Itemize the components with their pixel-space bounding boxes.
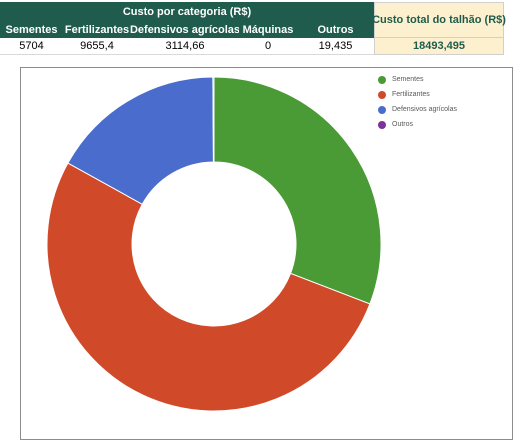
value-defensivos: 3114,66 — [131, 38, 239, 55]
column-header-maquinas: Máquinas — [239, 21, 297, 38]
cost-by-category-header: Custo por categoria (R$) — [0, 2, 374, 21]
chart-legend: Sementes Fertilizantes Defensivos agrícola… — [378, 72, 457, 132]
legend-label: Outros — [392, 121, 414, 128]
value-fertilizantes: 9655,4 — [63, 38, 131, 55]
legend-item-sementes: Sementes — [378, 72, 457, 87]
value-outros: 19,435 — [297, 38, 374, 55]
legend-swatch — [378, 90, 386, 99]
legend-swatch — [378, 120, 386, 129]
legend-swatch — [378, 75, 386, 84]
donut-chart-svg — [46, 76, 382, 412]
total-cost-value: 18493,495 — [374, 38, 504, 55]
slice-fertilizantes — [46, 162, 371, 412]
slice-sementes — [213, 76, 382, 305]
slice-outros — [212, 76, 215, 163]
legend-label: Fertilizantes — [392, 91, 430, 98]
legend-item-fertilizantes: Fertilizantes — [378, 87, 457, 102]
donut-chart: Sementes Fertilizantes Defensivos agrícola… — [20, 67, 513, 440]
legend-swatch — [378, 105, 386, 114]
legend-item-outros: Outros — [378, 117, 457, 132]
value-maquinas: 0 — [239, 38, 297, 55]
column-header-fertilizantes: Fertilizantes — [63, 21, 131, 38]
column-header-defensivos: Defensivos agrícolas — [130, 21, 240, 38]
legend-item-defensivos-agr-colas: Defensivos agrícolas — [378, 102, 457, 117]
legend-label: Defensivos agrícolas — [392, 106, 457, 113]
column-header-outros: Outros — [297, 21, 374, 38]
value-sementes: 5704 — [0, 38, 63, 55]
total-cost-header: Custo total do talhão (R$) — [372, 2, 506, 38]
legend-label: Sementes — [392, 76, 424, 83]
slice-defensivos-agr-colas — [67, 76, 214, 205]
column-header-sementes: Sementes — [0, 21, 63, 38]
